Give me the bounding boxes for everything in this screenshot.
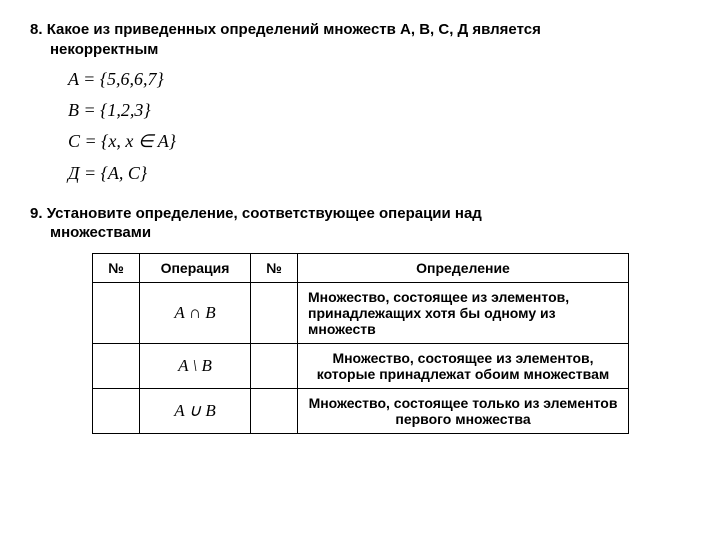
- formula-a: A = {5,6,6,7}: [68, 67, 690, 92]
- cell-operation: A ∩ B: [140, 282, 251, 343]
- cell-definition: Множество, состоящее из элементов, котор…: [298, 343, 629, 388]
- operations-table: № Операция № Определение A ∩ B Множество…: [92, 253, 629, 434]
- table-header-row: № Операция № Определение: [93, 253, 629, 282]
- q8-header: 8. Какое из приведенных определений множ…: [30, 20, 690, 59]
- question-8: 8. Какое из приведенных определений множ…: [30, 20, 690, 186]
- header-definition: Определение: [298, 253, 629, 282]
- cell-num1: [93, 282, 140, 343]
- cell-operation: A \ B: [140, 343, 251, 388]
- cell-num2: [251, 388, 298, 433]
- q9-header: 9. Установите определение, соответствующ…: [30, 204, 690, 243]
- q8-number: 8.: [30, 21, 43, 38]
- header-num1: №: [93, 253, 140, 282]
- cell-definition: Множество, состоящее из элементов, прина…: [298, 282, 629, 343]
- q9-text-line2: множествами: [30, 224, 151, 241]
- q8-formulas: A = {5,6,6,7} B = {1,2,3} C = {x, x ∈ A}…: [30, 67, 690, 186]
- header-num2: №: [251, 253, 298, 282]
- formula-b: B = {1,2,3}: [68, 98, 690, 123]
- formula-d: Д = {A, C}: [68, 161, 690, 186]
- q9-number: 9.: [30, 205, 43, 222]
- formula-c: C = {x, x ∈ A}: [68, 129, 690, 154]
- q9-text-line1: Установите определение, соответствующее …: [47, 205, 482, 222]
- cell-operation: A ∪ B: [140, 388, 251, 433]
- cell-num1: [93, 343, 140, 388]
- table-row: A ∪ B Множество, состоящее только из эле…: [93, 388, 629, 433]
- q8-text-line2: некорректным: [30, 41, 158, 58]
- cell-definition: Множество, состоящее только из элементов…: [298, 388, 629, 433]
- q8-text-line1: Какое из приведенных определений множест…: [47, 21, 541, 38]
- question-9: 9. Установите определение, соответствующ…: [30, 204, 690, 434]
- table-row: A ∩ B Множество, состоящее из элементов,…: [93, 282, 629, 343]
- cell-num1: [93, 388, 140, 433]
- table-row: A \ B Множество, состоящее из элементов,…: [93, 343, 629, 388]
- cell-num2: [251, 343, 298, 388]
- header-operation: Операция: [140, 253, 251, 282]
- cell-num2: [251, 282, 298, 343]
